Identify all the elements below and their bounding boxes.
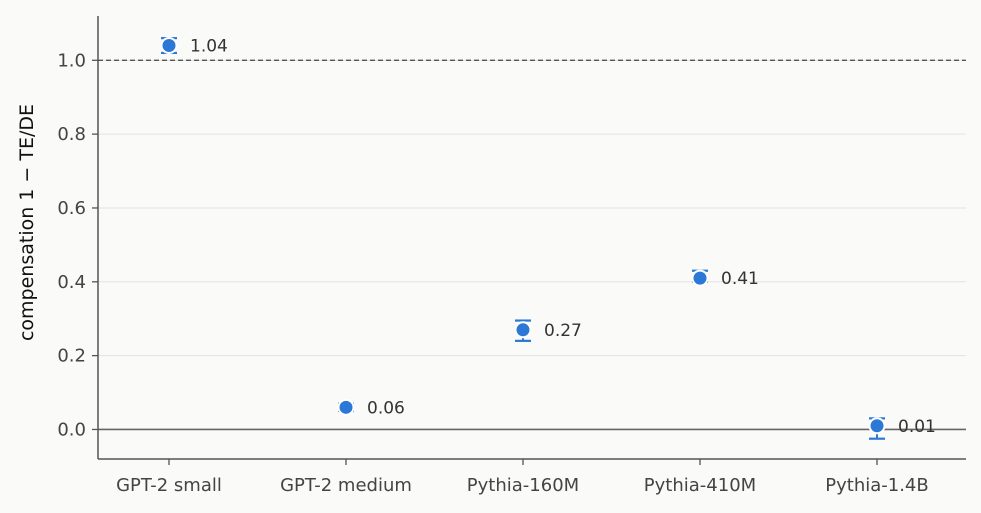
y-tick-label-0: 0.0	[57, 419, 86, 440]
x-tick-label-1: GPT-2 medium	[280, 475, 412, 496]
data-label-4: 0.01	[898, 417, 936, 437]
y-tick-label-4: 0.8	[57, 124, 86, 145]
y-tick-label-1: 0.2	[57, 346, 86, 367]
axes	[97, 16, 966, 460]
data-label-0: 1.04	[190, 37, 228, 57]
x-tick-label-3: Pythia-410M	[644, 475, 756, 496]
y-axis-title: compensation 1 − TE/DE	[16, 104, 38, 341]
data-marks: 1.04 0.06 0.27 0.41 0.01	[160, 37, 936, 440]
data-label-2: 0.27	[544, 321, 582, 341]
data-point-4	[868, 417, 886, 435]
data-point-1	[337, 398, 355, 416]
data-point-0	[160, 37, 178, 55]
x-tick-label-4: Pythia-1.4B	[825, 475, 928, 496]
data-point-2	[514, 321, 532, 339]
data-label-3: 0.41	[721, 269, 759, 289]
y-tick-label-5: 1.0	[57, 50, 86, 71]
x-tick-label-2: Pythia-160M	[467, 475, 579, 496]
data-point-3	[691, 269, 709, 287]
y-tick-label-3: 0.6	[57, 198, 86, 219]
reference-lines	[98, 59, 966, 431]
grid-layer	[98, 59, 966, 430]
tick-labels: 0.0 0.2 0.4 0.6 0.8 1.0 GPT-2 small GPT-2 mediu…	[57, 50, 928, 496]
y-tick-label-2: 0.4	[57, 272, 86, 293]
data-label-1: 0.06	[367, 398, 405, 418]
x-tick-label-0: GPT-2 small	[116, 475, 222, 496]
